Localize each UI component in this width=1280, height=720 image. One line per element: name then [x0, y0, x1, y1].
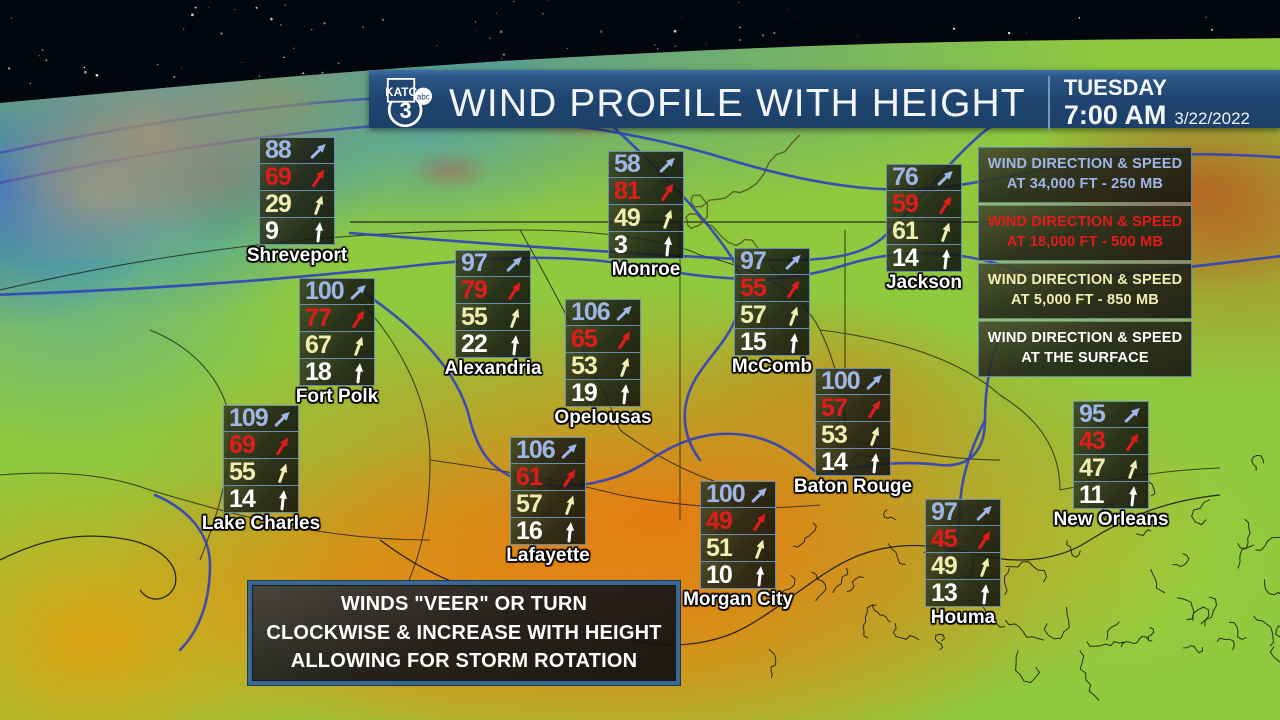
svg-text:abc: abc — [417, 93, 430, 102]
svg-text:KATC: KATC — [386, 85, 417, 99]
